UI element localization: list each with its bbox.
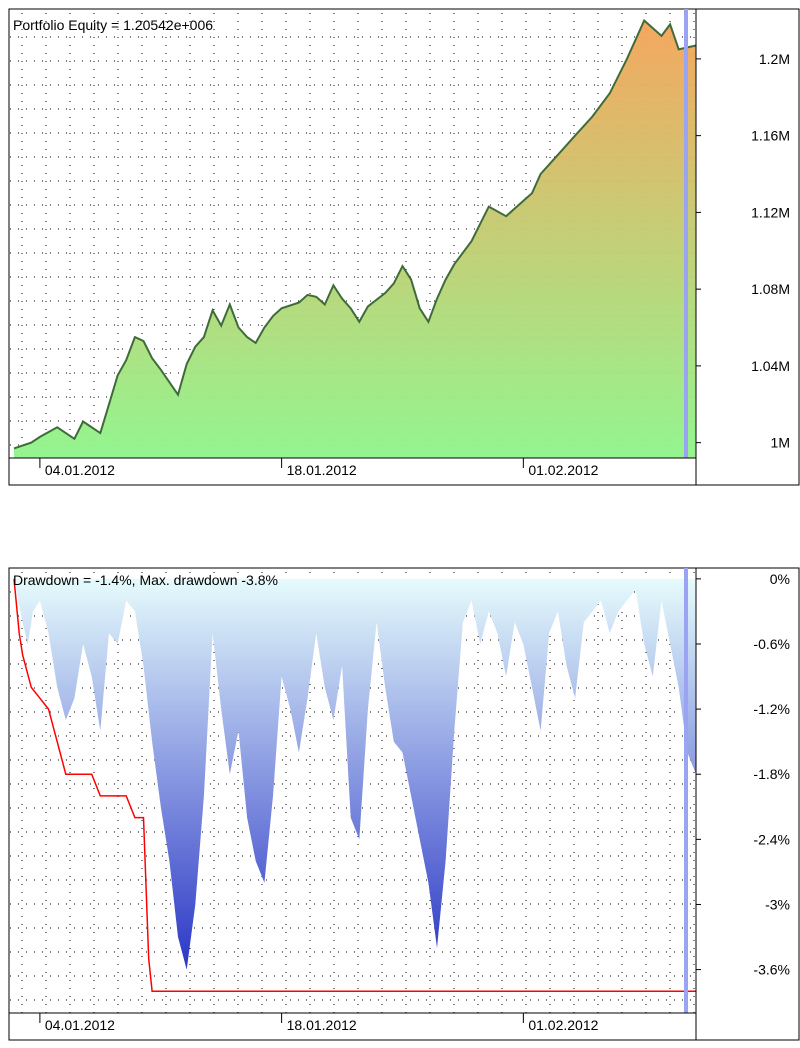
drawdown-panel: 0% -0.6% -1.2% -1.8% -2.4% -3% -3.6% 04.01.201… <box>8 567 800 1041</box>
y-tick-label: -3.6% <box>753 962 790 978</box>
equity-x-ticks: 04.01.2012 18.01.2012 01.02.2012 <box>39 458 599 478</box>
max-drawdown-line <box>13 578 696 993</box>
equity-line <box>13 18 697 450</box>
max-drawdown-path <box>13 578 696 993</box>
equity-area-fill <box>14 20 696 458</box>
y-tick-label: 1.16M <box>751 128 790 144</box>
x-tick-label: 04.01.2012 <box>45 1017 115 1033</box>
equity-cursor-band[interactable] <box>684 9 688 458</box>
drawdown-cursor-band[interactable] <box>684 568 688 1013</box>
y-tick-label: -0.6% <box>753 636 790 652</box>
drawdown-y-axis: 0% -0.6% -1.2% -1.8% -2.4% -3% -3.6% <box>696 571 790 978</box>
x-tick-label: 18.01.2012 <box>287 462 357 478</box>
drawdown-x-ticks: 04.01.2012 18.01.2012 01.02.2012 <box>39 1013 599 1033</box>
drawdown-caption: Drawdown = -1.4%, Max. drawdown -3.8% <box>13 572 278 588</box>
y-tick-label: 0% <box>770 571 790 587</box>
y-tick-label: -3% <box>765 896 790 912</box>
equity-y-axis: 1M 1.04M 1.08M 1.12M 1.16M 1.2M <box>696 51 790 451</box>
y-tick-label: -2.4% <box>753 831 790 847</box>
equity-caption: Portfolio Equity = 1.20542e+006 <box>13 17 213 33</box>
y-tick-label: 1.2M <box>759 51 790 67</box>
drawdown-area <box>14 578 696 970</box>
y-tick-label: 1.12M <box>751 204 790 220</box>
x-tick-label: 04.01.2012 <box>45 462 115 478</box>
y-tick-label: 1.04M <box>751 358 790 374</box>
equity-area <box>13 18 697 458</box>
y-tick-label: -1.8% <box>753 766 790 782</box>
x-tick-label: 01.02.2012 <box>528 462 598 478</box>
equity-panel: 1M 1.04M 1.08M 1.12M 1.16M 1.2M 04.01.2012 18.… <box>8 8 800 486</box>
y-tick-label: -1.2% <box>753 701 790 717</box>
y-tick-label: 1M <box>771 435 790 451</box>
x-tick-label: 18.01.2012 <box>287 1017 357 1033</box>
y-tick-label: 1.08M <box>751 281 790 297</box>
x-tick-label: 01.02.2012 <box>528 1017 598 1033</box>
drawdown-area-fill <box>14 578 696 970</box>
